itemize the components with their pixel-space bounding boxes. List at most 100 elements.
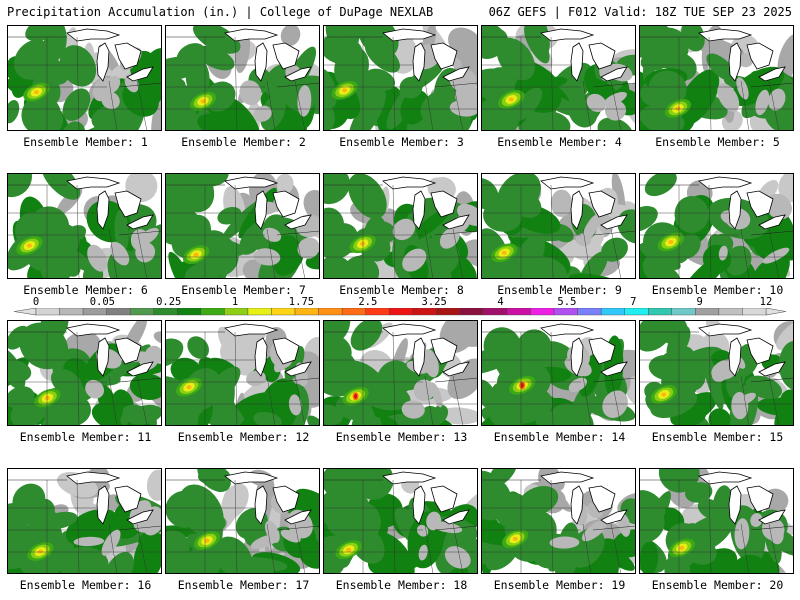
colorbar-segment [530,308,555,316]
colorbar-tick-label: 4 [497,296,504,308]
ensemble-member-label: Ensemble Member: 5 [655,135,780,149]
ensemble-member-label: Ensemble Member: 6 [23,283,148,297]
ensemble-member-label: Ensemble Member: 9 [497,283,622,297]
colorbar-segment [35,308,60,316]
colorbar-tick-label: 1 [231,296,239,308]
colorbar-segment [695,308,720,316]
precip-map [323,25,478,131]
colorbar-segment [742,308,767,316]
ensemble-member-label: Ensemble Member: 2 [181,135,306,149]
colorbar-segment [648,308,673,316]
precipitation-colorbar: 0 0.05 0.25 1 1.75 2.5 3.25 4 5.5 7 9 12 [0,296,800,322]
ensemble-member-label: Ensemble Member: 20 [651,578,784,592]
ensemble-member-label: Ensemble Member: 18 [335,578,468,592]
precip-map [7,320,162,426]
ensemble-member-panel: Ensemble Member: 12 [165,320,320,444]
precip-map [481,173,636,279]
colorbar-tick-label: 12 [759,296,773,308]
colorbar-segment [247,308,272,316]
colorbar-segment [59,308,84,316]
colorbar-segment [294,308,319,316]
ensemble-member-panel: Ensemble Member: 4 [481,25,636,149]
colorbar-segment [412,308,437,316]
ensemble-member-panel: Ensemble Member: 17 [165,468,320,592]
ensemble-member-panel: Ensemble Member: 5 [639,25,794,149]
precip-map [7,173,162,279]
ensemble-member-label: Ensemble Member: 12 [177,430,310,444]
model-run-info: 06Z GEFS | F012 Valid: 18Z TUE SEP 23 20… [488,5,792,19]
ensemble-member-label: Ensemble Member: 8 [339,283,464,297]
ensemble-member-label: Ensemble Member: 10 [651,283,784,297]
colorbar-segment [341,308,366,316]
colorbar-segment [459,308,484,316]
ensemble-member-label: Ensemble Member: 11 [19,430,152,444]
colorbar-segment [600,308,625,316]
ensemble-member-panel: Ensemble Member: 6 [7,173,162,297]
colorbar-segment [106,308,131,316]
ensemble-member-panel: Ensemble Member: 19 [481,468,636,592]
colorbar-segment [153,308,178,316]
colorbar-segment [82,308,107,316]
chart-title: Precipitation Accumulation (in.) | Colle… [7,5,434,19]
colorbar-segment [506,308,531,316]
colorbar-tick-label: 3.25 [421,296,447,308]
colorbar-segment [271,308,296,316]
precip-map [165,320,320,426]
ensemble-member-label: Ensemble Member: 3 [339,135,464,149]
colorbar-segment [200,308,225,316]
ensemble-member-panel: Ensemble Member: 9 [481,173,636,297]
ensemble-member-panel: Ensemble Member: 18 [323,468,478,592]
colorbar-segment [624,308,649,316]
precip-map [481,25,636,131]
ensemble-member-panel: Ensemble Member: 8 [323,173,478,297]
precip-map [7,25,162,131]
colorbar-tick-label: 0 [32,296,40,308]
ensemble-member-label: Ensemble Member: 15 [651,430,784,444]
ensemble-member-panel: Ensemble Member: 7 [165,173,320,297]
colorbar-tick-label: 1.75 [288,296,315,308]
ensemble-member-label: Ensemble Member: 13 [335,430,468,444]
ensemble-member-panel: Ensemble Member: 13 [323,320,478,444]
precip-map [639,173,794,279]
precip-map [7,468,162,574]
ensemble-member-label: Ensemble Member: 17 [177,578,310,592]
ensemble-member-panel: Ensemble Member: 10 [639,173,794,297]
ensemble-member-panel: Ensemble Member: 16 [7,468,162,592]
precip-map [323,173,478,279]
precip-map [481,320,636,426]
colorbar-segment [318,308,343,316]
colorbar-segment [483,308,508,316]
colorbar-segment [718,308,743,316]
ensemble-member-label: Ensemble Member: 16 [19,578,152,592]
colorbar-tick-label: 7 [630,296,637,308]
precip-map [165,173,320,279]
colorbar-tick-label: 0.05 [89,296,116,308]
colorbar-segment [177,308,202,316]
precip-map [165,25,320,131]
ensemble-member-label: Ensemble Member: 7 [181,283,306,297]
colorbar-tick-label: 5.5 [557,296,577,308]
ensemble-member-panel: Ensemble Member: 1 [7,25,162,149]
ensemble-member-panel: Ensemble Member: 2 [165,25,320,149]
colorbar-segment [224,308,249,316]
colorbar-segment [129,308,154,316]
precip-map [639,320,794,426]
precip-map [323,468,478,574]
precip-map [481,468,636,574]
colorbar-segment [671,308,696,316]
colorbar-tick-label: 9 [696,296,703,308]
ensemble-member-panel: Ensemble Member: 11 [7,320,162,444]
colorbar-tick-label: 0.25 [156,296,182,308]
precip-map [323,320,478,426]
ensemble-member-panel: Ensemble Member: 20 [639,468,794,592]
colorbar-segment [577,308,602,316]
colorbar-tick-label: 2.5 [358,296,378,308]
ensemble-member-label: Ensemble Member: 14 [493,430,626,444]
ensemble-member-panel: Ensemble Member: 3 [323,25,478,149]
colorbar-segment [553,308,578,316]
colorbar-segment [389,308,413,316]
precip-map [639,468,794,574]
colorbar-segment [436,308,461,316]
precip-map [165,468,320,574]
ensemble-member-panel: Ensemble Member: 15 [639,320,794,444]
